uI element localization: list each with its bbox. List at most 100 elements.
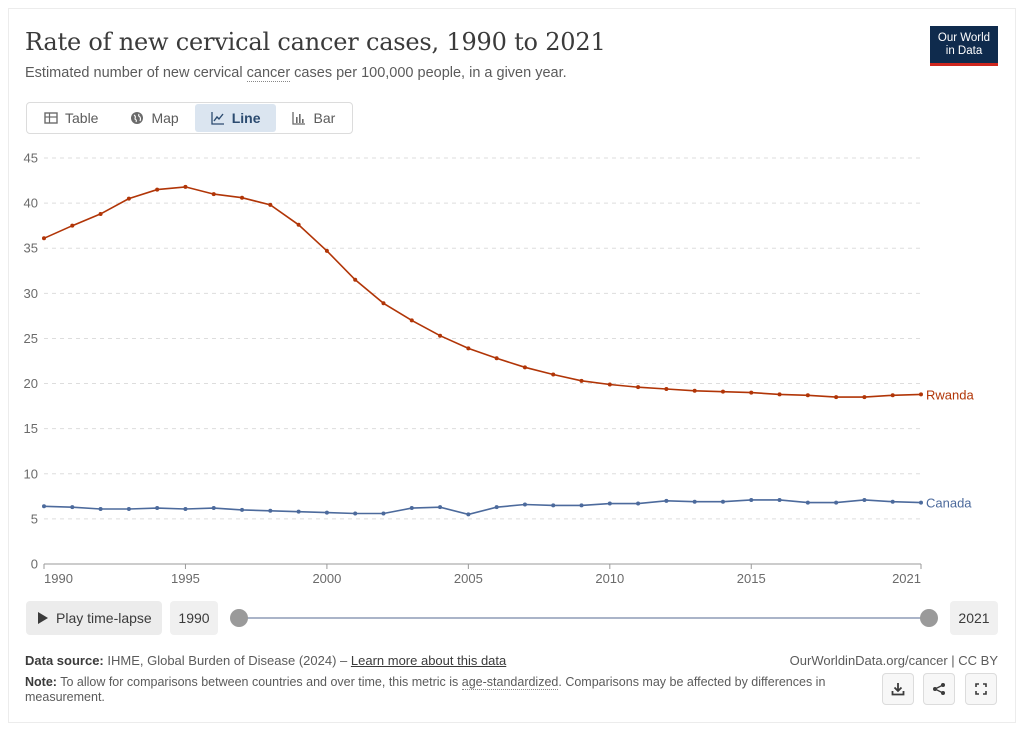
data-point-canada	[126, 506, 131, 511]
series-label-rwanda: Rwanda	[926, 387, 974, 402]
start-year-box[interactable]: 1990	[170, 601, 218, 635]
tab-line[interactable]: Line	[194, 104, 277, 132]
data-point-rwanda	[494, 356, 499, 361]
data-point-rwanda	[353, 277, 358, 282]
data-point-canada	[664, 498, 669, 503]
data-point-rwanda	[551, 372, 556, 377]
fullscreen-button[interactable]	[965, 673, 997, 705]
subtitle-cancer-link[interactable]: cancer	[246, 65, 291, 82]
y-tick-label: 0	[31, 557, 38, 572]
data-point-canada	[720, 499, 725, 504]
tab-table-label: Table	[65, 110, 99, 126]
data-point-rwanda	[664, 386, 669, 391]
note-text-post: . Comparisons may be affected by differe…	[25, 675, 826, 704]
data-point-rwanda	[749, 390, 754, 395]
data-point-rwanda	[607, 382, 612, 387]
data-point-canada	[834, 500, 839, 505]
data-source: Data source: IHME, Global Burden of Dise…	[25, 653, 506, 668]
data-point-canada	[522, 502, 527, 507]
data-point-rwanda	[324, 248, 329, 253]
data-point-canada	[551, 503, 556, 508]
data-point-rwanda	[805, 393, 810, 398]
data-point-rwanda	[862, 395, 867, 400]
x-tick-label: 2010	[595, 571, 624, 586]
share-button[interactable]	[923, 673, 955, 705]
y-tick-label: 5	[31, 511, 38, 526]
x-tick-label: 2021	[892, 571, 921, 586]
tab-bar-label: Bar	[313, 110, 336, 126]
data-point-rwanda	[42, 236, 46, 241]
page-title: Rate of new cervical cancer cases, 1990 …	[25, 28, 606, 56]
tab-table[interactable]: Table	[28, 104, 114, 132]
data-point-canada	[466, 512, 471, 517]
chart-note: Note: To allow for comparisons between c…	[25, 675, 845, 705]
bar-chart-icon	[292, 112, 306, 125]
subtitle-text-post: cases per 100,000 people, in a given yea…	[290, 65, 567, 81]
end-year-box[interactable]: 2021	[950, 601, 998, 635]
series-label-canada: Canada	[926, 496, 972, 511]
data-point-canada	[919, 500, 923, 505]
tab-map[interactable]: Map	[114, 104, 194, 132]
data-point-rwanda	[211, 192, 216, 197]
play-icon	[38, 612, 48, 624]
chart-frame	[8, 8, 1016, 723]
y-tick-label: 45	[24, 151, 38, 166]
line-chart: 0 5 10 15 20 25 30 35 40 45 1990 1995 2000 2005 2010 20…	[24, 151, 975, 587]
tab-map-label: Map	[151, 110, 179, 126]
logo-line-1: Our World	[937, 32, 991, 44]
y-tick-label: 15	[24, 421, 38, 436]
share-icon	[933, 683, 945, 695]
data-point-rwanda	[522, 365, 527, 370]
data-point-rwanda	[240, 195, 245, 200]
data-point-rwanda	[126, 196, 131, 201]
data-point-canada	[381, 511, 386, 516]
y-tick-label: 30	[24, 286, 38, 301]
page-subtitle: Estimated number of new cervical cancer …	[25, 65, 567, 82]
data-point-rwanda	[70, 223, 75, 228]
source-label: Data source:	[25, 653, 104, 668]
y-tick-label: 35	[24, 241, 38, 256]
data-point-rwanda	[268, 202, 273, 207]
download-icon	[891, 683, 905, 696]
data-point-canada	[240, 507, 245, 512]
age-standardized-link[interactable]: age-standardized	[461, 675, 559, 690]
x-tick-label: 1990	[44, 571, 73, 586]
data-point-rwanda	[834, 395, 839, 400]
data-point-canada	[98, 506, 103, 511]
data-point-rwanda	[183, 184, 188, 189]
owid-logo[interactable]: Our World in Data	[930, 26, 998, 66]
data-point-rwanda	[296, 222, 301, 227]
data-point-canada	[749, 497, 754, 502]
data-point-canada	[607, 501, 612, 506]
x-tick-label: 2015	[737, 571, 766, 586]
play-timelapse-label: Play time-lapse	[56, 610, 152, 626]
data-point-canada	[296, 509, 301, 514]
timeline-controls: Play time-lapse 1990 2021	[26, 601, 998, 635]
tab-bar[interactable]: Bar	[276, 104, 351, 132]
data-point-canada	[890, 499, 895, 504]
tab-line-label: Line	[231, 110, 261, 126]
data-point-rwanda	[777, 392, 782, 397]
timeline-track[interactable]	[238, 617, 930, 619]
timeline-end-handle[interactable]	[920, 609, 938, 627]
data-point-canada	[438, 505, 443, 510]
learn-more-link[interactable]: Learn more about this data	[350, 653, 507, 668]
y-tick-label: 25	[24, 331, 38, 346]
download-button[interactable]	[882, 673, 914, 705]
note-text-pre: To allow for comparisons between countri…	[56, 675, 462, 689]
data-point-canada	[636, 501, 641, 506]
series-line-rwanda	[43, 186, 922, 398]
data-point-canada	[183, 506, 188, 511]
data-point-rwanda	[720, 389, 725, 394]
play-timelapse-button[interactable]: Play time-lapse	[26, 601, 162, 635]
table-icon	[44, 112, 58, 124]
data-point-canada	[862, 497, 867, 502]
y-tick-label: 10	[24, 466, 38, 481]
data-point-canada	[353, 511, 358, 516]
timeline-start-handle[interactable]	[230, 609, 248, 627]
owid-source-link[interactable]: OurWorldinData.org/cancer | CC BY	[789, 653, 998, 668]
data-point-canada	[324, 510, 329, 515]
data-point-rwanda	[692, 388, 697, 393]
data-point-canada	[692, 499, 697, 504]
data-point-canada	[805, 500, 810, 505]
